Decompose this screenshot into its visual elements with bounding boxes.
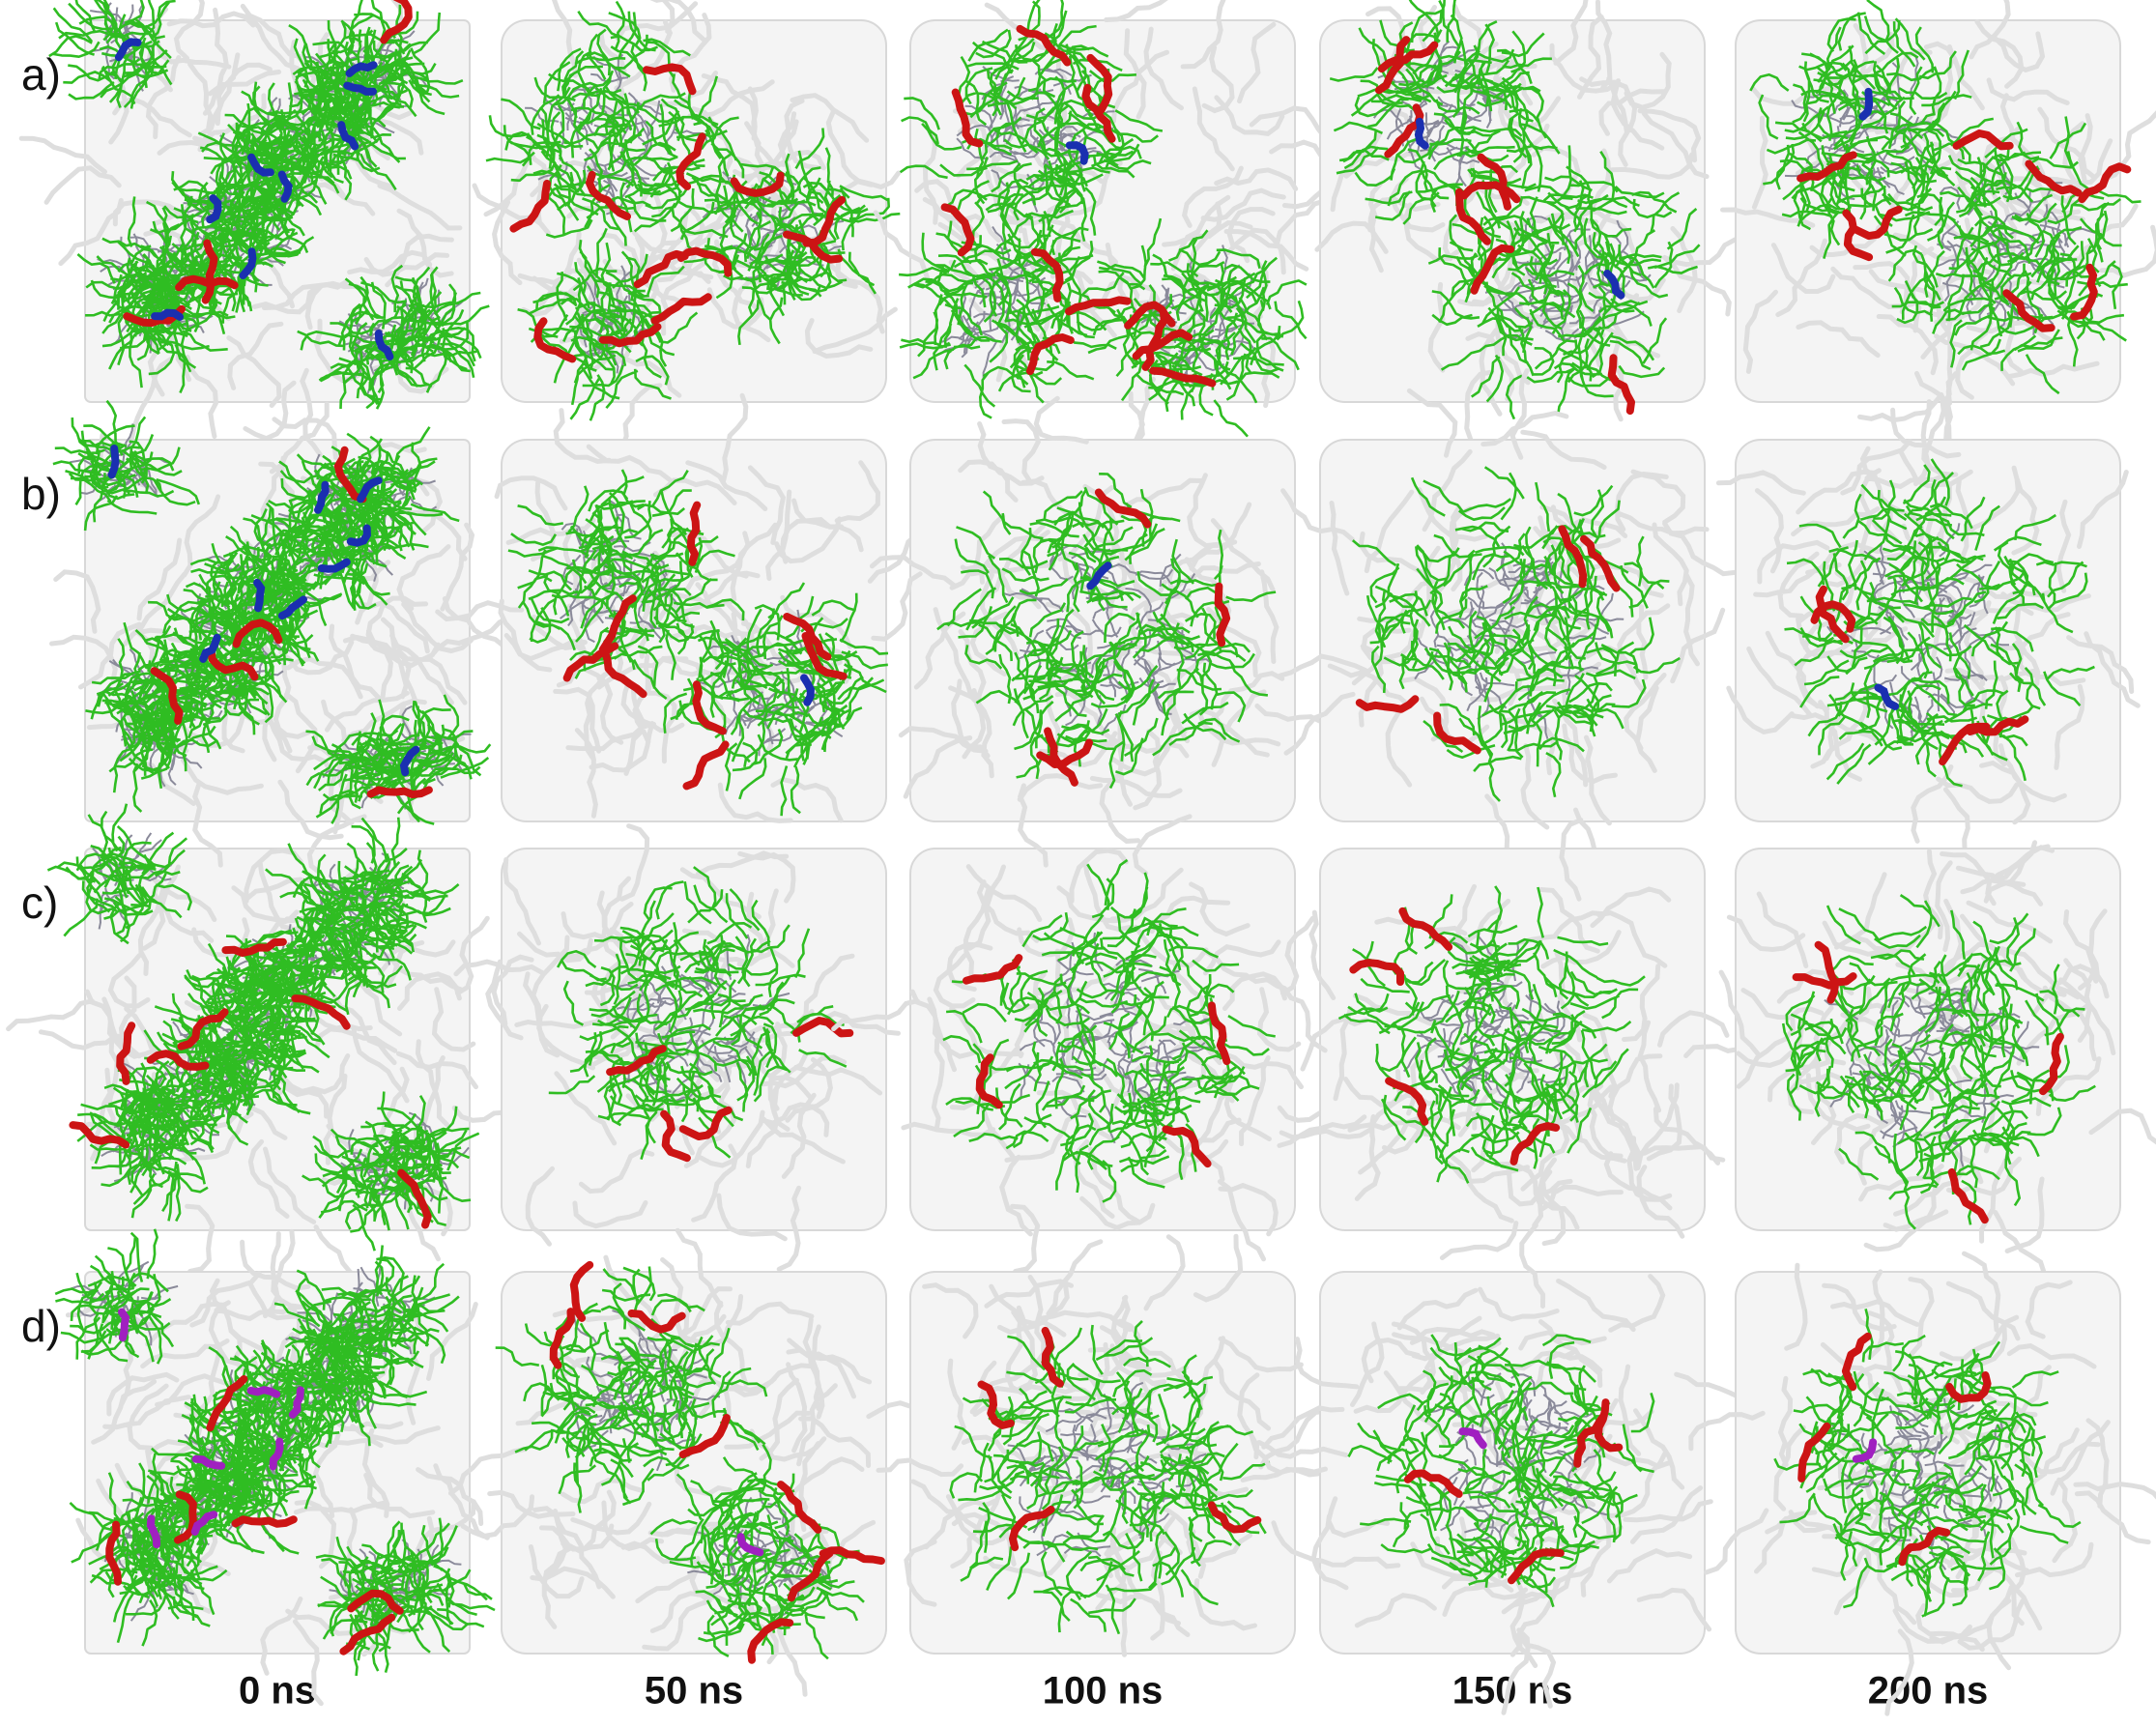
snapshot-panel — [1688, 1251, 2156, 1716]
green-chains — [507, 469, 889, 817]
snapshot-panel — [1314, 0, 1748, 453]
snapshot-panel — [54, 1228, 496, 1707]
green-chains — [1351, 466, 1681, 802]
red-chains — [606, 1017, 854, 1163]
snapshot-panel — [869, 395, 1330, 844]
red-chains — [940, 24, 1217, 388]
green-chains — [1781, 894, 2096, 1230]
snapshot-panel — [876, 1233, 1343, 1657]
column-label: 0 ns — [239, 1670, 316, 1713]
green-chains — [942, 858, 1276, 1203]
red-chains — [150, 446, 433, 798]
purple-chains — [1458, 1427, 1487, 1450]
blue-chains — [1874, 683, 1900, 710]
snapshot-panel — [1715, 396, 2141, 875]
blue-chains — [1065, 141, 1089, 165]
red-chains — [1403, 1398, 1624, 1585]
green-chains — [1749, 0, 2142, 395]
blue-chains — [1414, 117, 1625, 300]
blue-chains — [1858, 87, 1874, 121]
red-chains — [1036, 488, 1231, 787]
snapshot-panel — [18, 0, 490, 443]
green-chains — [1784, 458, 2095, 788]
purple-chains — [118, 1308, 304, 1549]
purple-chains — [736, 1533, 764, 1557]
red-chains — [105, 1375, 404, 1655]
red-chains — [549, 1260, 885, 1664]
green-chains — [1347, 1334, 1655, 1608]
row-label: c) — [21, 878, 58, 928]
red-chains — [1374, 36, 1635, 416]
red-chains — [1349, 907, 1561, 1166]
blue-chains — [107, 445, 420, 777]
blue-chains — [800, 674, 815, 706]
red-chains — [1797, 130, 2132, 332]
snapshot-panel — [447, 1227, 958, 1697]
red-chains — [509, 63, 847, 363]
solvent-texture — [869, 395, 1330, 844]
column-label: 100 ns — [1043, 1670, 1164, 1713]
red-chains — [1810, 585, 2029, 766]
snapshot-panel — [1250, 1223, 1756, 1715]
snapshot-panel — [1271, 817, 1776, 1260]
red-chains — [1355, 525, 1621, 755]
red-chains — [963, 954, 1231, 1168]
red-chains — [1797, 1332, 1992, 1567]
snapshot-panel — [435, 392, 928, 823]
row-label: b) — [21, 469, 61, 519]
snapshot-panel — [1718, 840, 2156, 1287]
snapshot-panel — [453, 823, 901, 1272]
blue-chains — [1086, 561, 1112, 590]
snapshot-panel — [1277, 368, 1738, 883]
purple-chains — [1852, 1438, 1878, 1463]
snapshot-panel — [873, 0, 1354, 482]
snapshot-panel — [49, 367, 512, 841]
row-label: d) — [21, 1301, 61, 1351]
green-chains — [898, 0, 1308, 438]
green-chains — [495, 1266, 865, 1660]
green-chains — [46, 803, 480, 1252]
column-label: 50 ns — [645, 1670, 743, 1713]
snapshot-panel — [1720, 0, 2156, 460]
red-chains — [123, 0, 413, 328]
snapshot-panel — [6, 783, 522, 1303]
green-chains — [1337, 885, 1646, 1184]
column-label: 200 ns — [1868, 1670, 1989, 1713]
blue-chains — [114, 38, 394, 360]
snapshot-panel — [472, 0, 902, 460]
panel-background — [1735, 1271, 2121, 1655]
red-chains — [562, 501, 848, 791]
red-chains — [1792, 940, 2064, 1224]
red-chains — [977, 1326, 1262, 1552]
snapshot-panel — [831, 783, 1347, 1274]
red-chains — [69, 937, 432, 1229]
green-chains — [548, 866, 848, 1160]
row-label: a) — [21, 49, 61, 100]
